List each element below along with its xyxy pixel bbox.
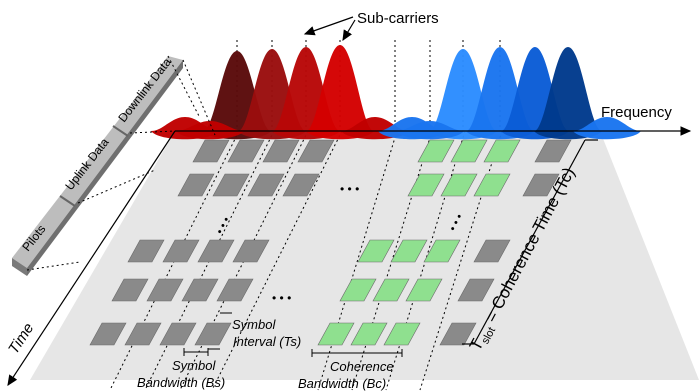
resource-block-coherent — [483, 139, 521, 163]
resource-block — [262, 139, 300, 163]
red-subcarrier-pulse — [306, 45, 374, 140]
frequency-label: Frequency — [601, 104, 672, 121]
symbol-bandwidth-bracket — [183, 348, 209, 356]
subcarrier-guide-plane — [179, 130, 309, 391]
coherence-time-bracket — [462, 139, 598, 345]
subcarrier-guide-plane — [211, 130, 343, 391]
resource-block — [124, 322, 162, 346]
resource-block-coherent — [405, 278, 443, 302]
resource-block — [522, 173, 560, 197]
blue-side-lobe — [396, 121, 464, 140]
resource-block — [227, 139, 265, 163]
resource-block-coherent — [317, 322, 355, 346]
resource-grid — [89, 139, 572, 346]
resource-block — [457, 278, 495, 302]
time-label: Time — [5, 320, 37, 357]
subcarrier-guide-plane — [109, 130, 240, 391]
resource-block — [159, 322, 197, 346]
resource-block-coherent — [390, 239, 428, 263]
resource-block — [89, 322, 127, 346]
subcarrier-guide-plane — [144, 130, 275, 391]
resource-block — [192, 139, 230, 163]
ellipsis-middle: • • • — [272, 291, 291, 305]
resource-block-coherent — [383, 322, 421, 346]
resource-block — [194, 322, 232, 346]
resource-block-coherent — [407, 173, 445, 197]
slot-mapping-lines — [26, 55, 216, 271]
symbol-interval-label-2: Interval (Ts) — [233, 334, 301, 349]
resource-block-coherent — [417, 139, 455, 163]
resource-block-coherent — [473, 173, 511, 197]
symbol-bandwidth-label-2: Bandwidth (Bs) — [137, 375, 225, 390]
resource-block — [181, 278, 219, 302]
resource-block — [146, 278, 184, 302]
symbol-bandwidth-label-1: Symbol — [172, 358, 216, 373]
resource-block — [473, 239, 511, 263]
blue-subcarrier-pulse — [534, 47, 602, 140]
subcarrier-waveforms — [151, 45, 641, 140]
resource-block — [111, 278, 149, 302]
coherence-bandwidth-bracket — [311, 349, 403, 357]
symbol-interval-bracket — [208, 312, 232, 350]
resource-block-coherent — [450, 139, 488, 163]
coherence-bandwidth-label-1: Coherence — [330, 359, 394, 374]
resource-block — [534, 139, 572, 163]
resource-block — [232, 239, 270, 263]
blue-side-lobe — [573, 117, 641, 140]
symbol-interval-label-1: Symbol — [232, 317, 276, 332]
resource-block — [247, 173, 285, 197]
subcarriers-label: Sub-carriers — [357, 10, 439, 27]
subcarrier-arrow-right — [342, 19, 356, 42]
resource-block-coherent — [423, 239, 461, 263]
resource-block-coherent — [440, 173, 478, 197]
resource-block-coherent — [350, 322, 388, 346]
resource-block — [127, 239, 165, 263]
resource-block — [282, 173, 320, 197]
resource-block — [177, 173, 215, 197]
ellipsis-top: • • • — [340, 182, 359, 196]
resource-block — [439, 322, 477, 346]
resource-block — [212, 173, 250, 197]
subcarrier-arrow-left — [303, 16, 354, 36]
red-side-lobe — [176, 121, 244, 140]
resource-block — [162, 239, 200, 263]
resource-block — [197, 239, 235, 263]
resource-block-coherent — [357, 239, 395, 263]
resource-block-coherent — [372, 278, 410, 302]
resource-block — [297, 139, 335, 163]
coherence-bandwidth-label-2: Bandwidth (Bc) — [298, 376, 386, 391]
resource-block — [216, 278, 254, 302]
resource-block-coherent — [339, 278, 377, 302]
subcarrier-guide-plane — [317, 130, 398, 391]
